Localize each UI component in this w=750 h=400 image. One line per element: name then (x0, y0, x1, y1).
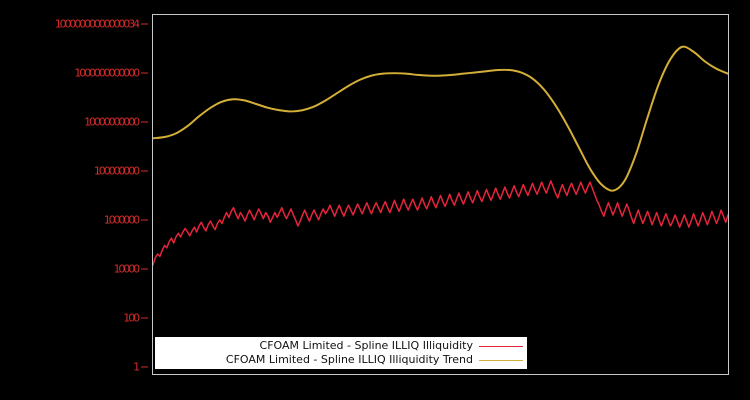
y-axis: 10000000000000034 1000000000000 1000000000… (0, 0, 152, 400)
y-axis-tick-mark (141, 170, 148, 172)
series-canvas (153, 45, 728, 266)
legend: CFOAM Limited - Spline ILLIQ Illiquidity… (155, 337, 527, 369)
y-axis-tick-mark (141, 317, 148, 319)
y-axis-tick-mark (141, 121, 148, 123)
y-axis-tick-label: 100 (123, 311, 140, 325)
series-line-illiquidity (153, 180, 728, 266)
y-axis-tick-label: 10000000000000034 (54, 17, 140, 31)
y-axis-tick-label: 1000000000000 (74, 66, 140, 80)
y-axis-tick-mark (141, 23, 148, 25)
legend-label-illiquidity: CFOAM Limited - Spline ILLIQ Illiquidity (259, 339, 473, 352)
y-axis-tick-label: 10000 (113, 262, 141, 276)
legend-swatch-trend (479, 359, 523, 361)
y-axis-tick-label: 10000000000 (84, 115, 140, 129)
y-axis-tick-mark (141, 72, 148, 74)
plot-area (152, 14, 729, 375)
y-axis-tick-mark (141, 219, 148, 221)
series-line-trend (153, 45, 728, 192)
y-axis-tick-label: 1000000 (103, 213, 140, 227)
legend-item-illiquidity[interactable]: CFOAM Limited - Spline ILLIQ Illiquidity (155, 339, 523, 353)
legend-swatch-illiquidity (479, 345, 523, 347)
y-axis-tick-mark (141, 366, 148, 368)
y-axis-tick-label: 1 (133, 360, 140, 374)
legend-item-trend[interactable]: CFOAM Limited - Spline ILLIQ Illiquidity… (155, 353, 523, 367)
y-axis-tick-mark (141, 268, 148, 270)
y-axis-tick-label: 100000000 (93, 164, 140, 178)
legend-label-trend: CFOAM Limited - Spline ILLIQ Illiquidity… (225, 353, 473, 366)
